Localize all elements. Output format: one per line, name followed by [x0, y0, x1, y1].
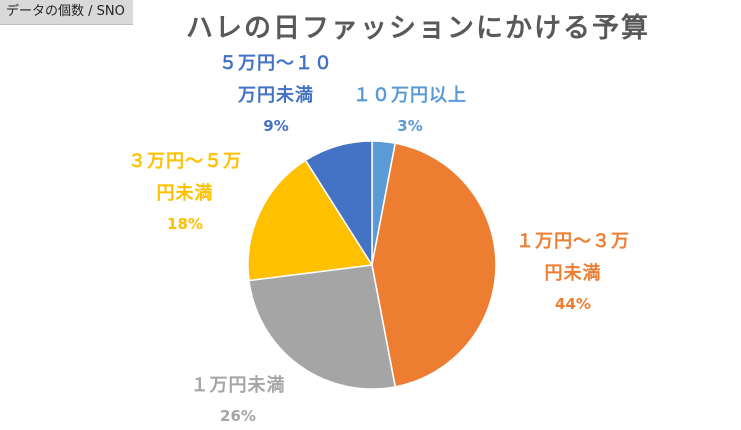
- pie-slice-30k-50k: [247, 159, 374, 282]
- pivot-field-button[interactable]: データの個数 / SNO: [0, 0, 133, 25]
- data-label-name: ５万円～１０: [219, 53, 333, 74]
- pie-slice-under-10k: [248, 264, 397, 390]
- data-label-percent: 9%: [263, 117, 289, 135]
- pie-slice-50k-100k: [304, 140, 373, 268]
- data-label-percent: 3%: [397, 117, 423, 135]
- data-label-name: １万円～３万: [516, 231, 630, 252]
- data-label-under-10k: １万円未満 26%: [191, 370, 286, 430]
- data-label-name: １０万円以上: [353, 85, 467, 106]
- data-label-percent: 26%: [220, 407, 256, 425]
- data-label-50k-100k: ５万円～１０ 万円未満 9%: [219, 48, 333, 140]
- data-label-name: 円未満: [156, 183, 214, 204]
- data-label-10k-30k: １万円～３万 円未満 44%: [516, 226, 630, 318]
- data-label-percent: 44%: [555, 295, 591, 313]
- data-label-percent: 18%: [167, 215, 203, 233]
- data-label-name: １万円未満: [190, 375, 286, 396]
- data-label-30k-50k: ３万円～５万 円未満 18%: [128, 146, 242, 238]
- data-label-name: 万円未満: [238, 85, 314, 106]
- chart-title: ハレの日ファッションにかける予算: [186, 13, 650, 44]
- data-label-name: 円未満: [544, 263, 602, 284]
- data-label-100k-plus: １０万円以上 3%: [353, 80, 467, 140]
- pie-slice-10k-30k: [371, 142, 497, 388]
- data-label-name: ３万円～５万: [128, 151, 242, 172]
